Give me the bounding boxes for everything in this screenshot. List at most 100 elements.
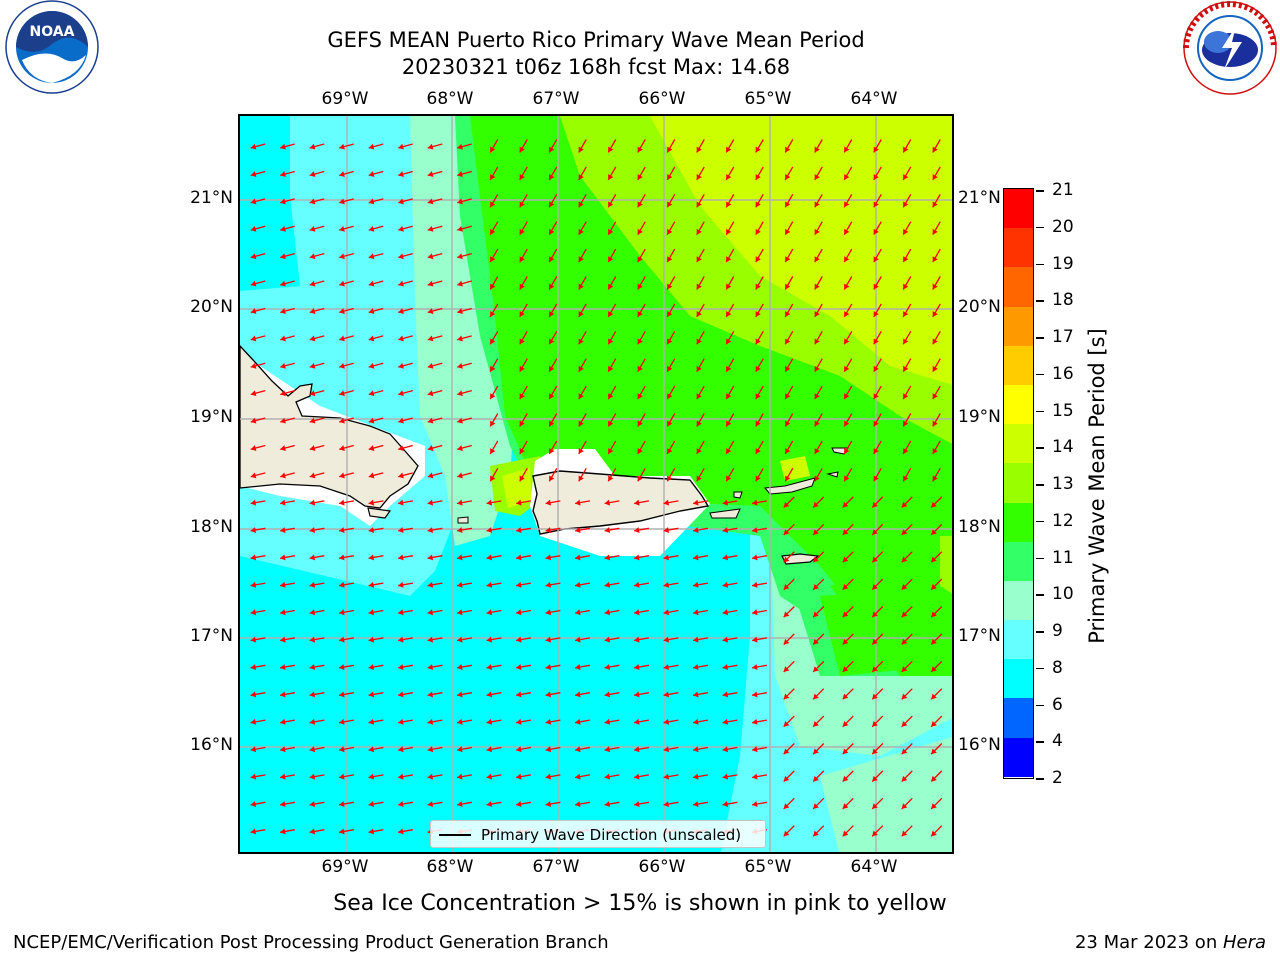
wave-arrow — [486, 609, 502, 616]
wave-arrow — [368, 691, 384, 698]
wave-arrow — [693, 664, 708, 670]
wave-arrow — [871, 743, 884, 755]
wave-arrow — [812, 496, 825, 508]
wave-arrow — [930, 496, 943, 508]
wave-arrow — [280, 636, 295, 643]
wave-arrow — [368, 773, 384, 780]
wave-arrow — [722, 801, 738, 807]
wave-arrow — [398, 307, 413, 314]
wave-arrow — [901, 551, 913, 563]
wave-arrow — [902, 440, 912, 455]
wave-arrow — [309, 307, 325, 314]
wave-arrow — [607, 413, 617, 427]
wave-arrow — [696, 358, 705, 373]
wave-arrow — [784, 467, 794, 482]
wave-arrow — [666, 440, 676, 455]
wave-arrow — [871, 551, 884, 563]
wave-arrow — [901, 825, 913, 837]
wave-arrow — [604, 636, 620, 643]
wave-arrow — [398, 691, 413, 698]
wave-arrow — [457, 143, 472, 150]
wave-arrow — [814, 467, 823, 482]
wave-arrow — [339, 691, 354, 698]
wave-arrow — [696, 166, 705, 181]
wave-arrow — [309, 335, 325, 342]
wave-arrow — [250, 609, 266, 616]
wave-arrow — [812, 797, 825, 810]
wave-arrow — [784, 330, 794, 345]
wave-arrow — [902, 467, 912, 482]
wave-arrow — [368, 746, 384, 753]
wave-arrow — [725, 358, 735, 373]
wave-arrow — [873, 248, 882, 263]
wave-arrow — [398, 581, 413, 588]
wave-arrow — [545, 664, 561, 670]
wave-arrow — [280, 554, 295, 561]
colorbar-segment — [1004, 463, 1033, 503]
wave-arrow — [309, 527, 325, 533]
wave-arrow — [489, 276, 499, 290]
wave-arrow — [871, 633, 884, 645]
wave-arrow — [634, 773, 649, 780]
wave-arrow — [901, 606, 913, 618]
wave-arrow — [578, 358, 587, 373]
wave-arrow — [280, 170, 295, 177]
wave-arrow — [930, 523, 943, 536]
wave-arrow — [755, 166, 764, 181]
wave-arrow — [902, 385, 912, 400]
wave-arrow — [519, 276, 528, 290]
wave-arrow — [871, 825, 884, 837]
wave-arrow — [902, 221, 912, 236]
wave-arrow — [901, 743, 913, 755]
wave-arrow — [843, 248, 853, 263]
wave-arrow — [516, 527, 531, 533]
wave-arrow — [368, 198, 384, 205]
wave-arrow — [280, 280, 295, 287]
footer-date-text: 23 Mar 2023 on — [1074, 932, 1223, 953]
wave-arrow — [250, 581, 266, 588]
wave-arrow — [368, 170, 384, 177]
wave-arrow — [663, 801, 679, 807]
wave-arrow — [873, 221, 882, 236]
wave-arrow — [930, 660, 943, 673]
sea-ice-note: Sea Ice Concentration > 15% is shown in … — [333, 891, 947, 916]
wave-arrow — [368, 718, 384, 725]
wave-arrow — [722, 746, 738, 753]
wave-arrow — [932, 385, 941, 400]
wave-arrow — [930, 606, 943, 618]
wave-arrow — [575, 581, 590, 588]
wave-arrow — [427, 472, 443, 479]
wave-arrow — [368, 499, 384, 506]
wave-arrow — [666, 221, 676, 236]
wave-arrow — [398, 170, 413, 177]
wave-arrow — [842, 660, 854, 673]
wave-arrow — [783, 825, 795, 837]
wave-arrow — [545, 636, 561, 643]
wave-arrow — [489, 248, 499, 263]
wave-arrow — [722, 527, 738, 533]
wave-arrow — [548, 166, 558, 181]
wave-arrow — [871, 770, 884, 782]
wave-arrow — [696, 276, 705, 290]
wave-arrow — [722, 499, 738, 506]
wave-arrow — [725, 303, 735, 318]
wave-arrow — [663, 664, 679, 670]
wave-arrow — [368, 307, 384, 314]
lat-label-right: 21°N — [958, 188, 1001, 208]
wave-arrow — [548, 358, 558, 373]
wave-arrow — [842, 633, 854, 645]
wave-arrow — [489, 358, 499, 373]
wave-arrow — [842, 797, 854, 810]
wave-arrow — [280, 335, 295, 342]
wave-arrow — [489, 385, 499, 400]
vieques-land — [709, 508, 741, 519]
wave-arrow — [280, 664, 295, 670]
wave-arrow — [722, 554, 738, 561]
wave-arrow — [842, 825, 854, 837]
colorbar-tick-label: 2 — [1052, 768, 1063, 788]
wave-arrow — [784, 221, 794, 236]
wave-arrow — [637, 467, 646, 482]
colorbar-segment — [1004, 189, 1033, 229]
wave-arrow — [637, 276, 646, 290]
wave-arrow — [545, 554, 561, 561]
